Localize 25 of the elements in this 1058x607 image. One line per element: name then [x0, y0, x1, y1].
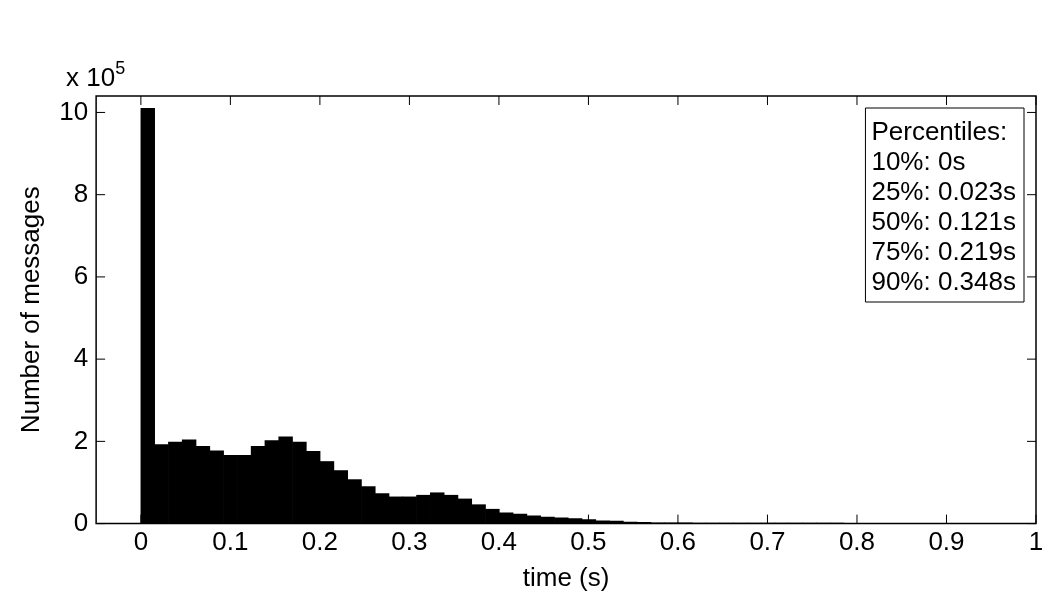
annotation: 75%: 0.219s — [871, 236, 1017, 266]
y-tick-label: 0 — [73, 506, 89, 537]
annotation: 25%: 0.023s — [871, 176, 1017, 206]
annotation: 10%: 0s — [871, 146, 966, 176]
x-tick-label: 1 — [1028, 526, 1044, 557]
x-tick-label: 0.1 — [212, 526, 249, 557]
x-tick-label: 0.2 — [301, 526, 338, 557]
y-axis-title: Number of messages — [14, 186, 45, 434]
y-tick-label: 8 — [73, 177, 89, 208]
x-tick-label: 0.4 — [480, 526, 517, 557]
x-tick-label: 0.8 — [838, 526, 876, 557]
annotation: Percentiles: — [871, 116, 1008, 146]
y-tick-label: 2 — [73, 424, 89, 455]
annotation: 90%: 0.348s — [871, 266, 1017, 296]
x-tick-label: 0.3 — [391, 526, 428, 557]
y-tick-label: 6 — [73, 260, 89, 291]
x-tick-label: 0 — [133, 526, 149, 557]
y-tick-label: 4 — [73, 342, 89, 373]
x-tick-label: 0.9 — [928, 526, 965, 557]
x-axis-title: time (s) — [522, 561, 610, 592]
y-tick-label: 10 — [59, 95, 89, 126]
x-tick-label: 0.5 — [570, 526, 607, 557]
x-tick-label: 0.7 — [749, 526, 786, 557]
annotation: 50%: 0.121s — [871, 206, 1017, 236]
x-tick-label: 0.6 — [659, 526, 697, 557]
